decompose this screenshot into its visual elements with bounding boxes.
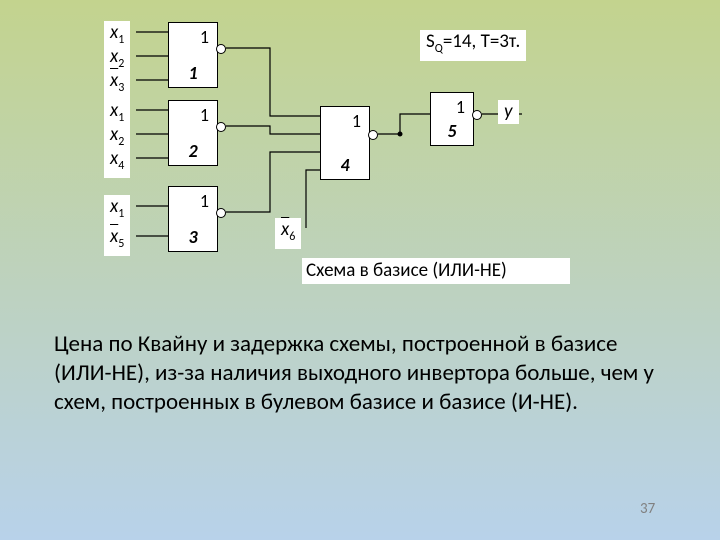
gate-id: 5	[447, 120, 456, 142]
gate-id: 2	[188, 140, 197, 162]
gate-5: 15	[430, 92, 474, 146]
gate-symbol: 1	[352, 110, 361, 132]
input-label: x3	[104, 69, 130, 100]
inversion-bubble	[216, 122, 226, 132]
gate-id: 1	[188, 62, 197, 84]
gate-symbol: 1	[456, 96, 465, 118]
gate-id: 3	[188, 226, 197, 248]
input-label: x4	[104, 147, 130, 178]
page-number: 37	[640, 500, 655, 518]
input-label: x5	[104, 225, 130, 256]
gate-4: 14	[320, 106, 370, 180]
main-paragraph: Цена по Квайну и задержка схемы, построе…	[54, 330, 674, 417]
gate-symbol: 1	[200, 26, 209, 48]
inversion-bubble	[368, 130, 378, 140]
output-y-label: y	[498, 100, 519, 124]
gate-1: 11	[168, 22, 218, 88]
inversion-bubble	[216, 208, 226, 218]
scheme-caption: Схема в базисе (ИЛИ-НЕ)	[302, 258, 570, 284]
inversion-bubble	[472, 110, 482, 120]
gate-symbol: 1	[200, 190, 209, 212]
cost-label: SQ=14, T=3т.	[420, 30, 526, 61]
input-label: x1	[104, 195, 130, 226]
gate-id: 4	[340, 154, 349, 176]
gate-2: 12	[168, 100, 218, 166]
slide-stage: 1112131415 x1x2x3x1x2x4x1x5x6 SQ=14, T=3…	[0, 0, 720, 540]
gate-3: 13	[168, 186, 218, 252]
inversion-bubble	[216, 44, 226, 54]
input-label: x6	[275, 218, 301, 249]
gate-symbol: 1	[200, 104, 209, 126]
